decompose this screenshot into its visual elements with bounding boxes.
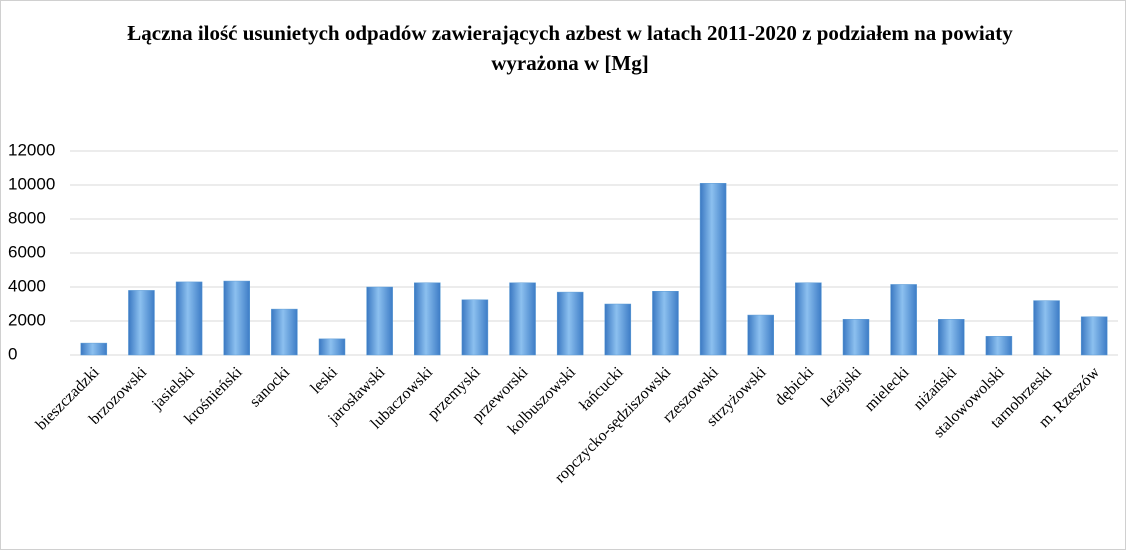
bar	[604, 303, 632, 356]
bar	[1080, 316, 1108, 356]
y-tick-label: 2000	[8, 310, 46, 329]
bar	[652, 291, 679, 356]
bar	[842, 319, 870, 356]
y-tick-label: 12000	[8, 140, 55, 159]
x-tick-label: leski	[307, 363, 341, 397]
x-tick-label: leżajski	[818, 363, 865, 410]
y-tick-label: 4000	[8, 276, 46, 295]
x-tick-label: sanocki	[247, 363, 294, 410]
bar	[890, 284, 917, 356]
y-tick-label: 10000	[8, 174, 55, 193]
bar	[795, 282, 822, 356]
bar	[509, 282, 536, 356]
bar	[747, 314, 774, 356]
bar	[699, 183, 727, 356]
bar	[366, 286, 393, 356]
y-tick-label: 6000	[8, 242, 46, 261]
bar	[461, 299, 489, 356]
chart-title: Łączna ilość usunietych odpadów zawieraj…	[127, 21, 1013, 75]
bar	[175, 281, 203, 356]
bar	[556, 291, 584, 356]
bar	[985, 336, 1013, 356]
bar	[414, 282, 441, 356]
bar	[938, 319, 965, 356]
y-tick-label: 0	[8, 344, 17, 363]
bar	[128, 290, 155, 356]
bar	[1033, 300, 1060, 356]
y-tick-label: 8000	[8, 208, 46, 227]
bar	[80, 342, 108, 356]
bar	[271, 308, 298, 356]
x-tick-label: dębicki	[772, 363, 818, 409]
x-tick-label: mielecki	[861, 363, 912, 414]
bar	[318, 338, 346, 356]
bar	[223, 280, 250, 356]
